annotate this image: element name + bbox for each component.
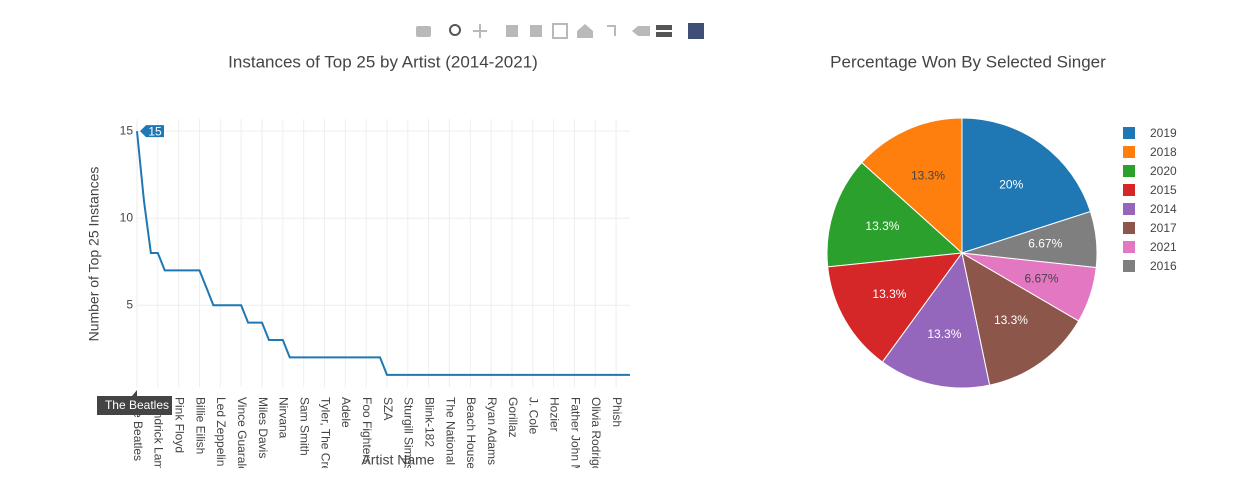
x-tick-label: SZA bbox=[381, 397, 395, 420]
line-chart-title: Instances of Top 25 by Artist (2014-2021… bbox=[228, 52, 538, 71]
x-tick-label: Led Zeppelin bbox=[214, 397, 228, 466]
pie-value-label: 20% bbox=[999, 178, 1023, 192]
pie: 20% 13.3% 13.3% 13.3% 13.3% 13.3% 6.67% 6.67% bbox=[826, 117, 1098, 389]
x-tick-labels: The Beatles Kendrick Lamar Pink Floyd Billi… bbox=[131, 397, 624, 486]
legend-swatch bbox=[1123, 184, 1135, 196]
legend-swatch bbox=[1123, 222, 1135, 234]
x-tick-label: The National bbox=[443, 397, 457, 465]
pie-slice bbox=[861, 117, 963, 255]
pie-slice bbox=[826, 161, 964, 268]
x-tick-label: Sam Smith bbox=[297, 397, 311, 456]
hover-box bbox=[140, 125, 164, 138]
pie-value-label: 13.3% bbox=[911, 169, 945, 183]
legend-label: 2018 bbox=[1150, 145, 1177, 159]
y-tick-label: 15 bbox=[120, 123, 134, 137]
reset-icon[interactable] bbox=[577, 24, 593, 38]
hover-labels: 15 The Beatles bbox=[97, 124, 172, 415]
legend-swatch bbox=[1123, 203, 1135, 215]
legend-swatch bbox=[1123, 165, 1135, 177]
x-tick-label: Sturgill Simpson bbox=[402, 397, 416, 484]
x-tick-label: Miles Davis bbox=[256, 397, 270, 458]
pan-icon[interactable] bbox=[473, 24, 487, 38]
x-tick-label: Beach House bbox=[464, 397, 478, 469]
x-tick-label: Olivia Rodrigo bbox=[589, 397, 603, 473]
pie-slice bbox=[961, 210, 1098, 269]
legend-label: 2020 bbox=[1150, 164, 1177, 178]
x-axis-title: Artist Name bbox=[361, 452, 434, 468]
hover-value: 15 bbox=[148, 124, 162, 138]
y-axis-title: Number of Top 25 Instances bbox=[86, 167, 102, 342]
x-tick-label: Father John Misty bbox=[568, 397, 582, 486]
legend-swatch bbox=[1123, 127, 1135, 139]
y-tick-label: 10 bbox=[120, 210, 134, 224]
legend-swatch bbox=[1123, 146, 1135, 158]
hover-closest-icon[interactable] bbox=[632, 26, 650, 36]
legend-swatch bbox=[1123, 260, 1135, 272]
zoom-out-icon[interactable] bbox=[530, 25, 542, 37]
hover-axis-box bbox=[97, 390, 172, 415]
x-tick-label: Vince Guaraldi bbox=[235, 397, 249, 476]
legend-label: 2014 bbox=[1150, 202, 1177, 216]
plotly-logo[interactable] bbox=[688, 23, 704, 39]
pie-slice bbox=[881, 251, 991, 389]
line bbox=[136, 131, 630, 376]
hover-compare-part bbox=[656, 32, 672, 37]
legend-label: 2019 bbox=[1150, 126, 1177, 140]
zoom-icon[interactable] bbox=[449, 24, 461, 36]
pie-chart-title: Percentage Won By Selected Singer bbox=[830, 52, 1106, 71]
x-tick-label: Billie Eilish bbox=[193, 397, 207, 454]
x-tick-label: Hozier bbox=[547, 397, 561, 432]
x-tick-label: Ryan Adams bbox=[485, 397, 499, 465]
y-tick-label: 5 bbox=[126, 297, 133, 311]
hover-category: The Beatles bbox=[105, 398, 169, 412]
legend: 2019 2018 2020 2015 2014 2017 2021 2016 bbox=[1123, 126, 1177, 273]
legend-swatch bbox=[1123, 241, 1135, 253]
x-tick-label: J. Cole bbox=[527, 397, 541, 435]
x-tick-label: Gorillaz bbox=[506, 397, 520, 438]
zoom-in-icon[interactable] bbox=[506, 25, 518, 37]
hover-compare-icon[interactable] bbox=[656, 25, 672, 30]
legend-label: 2017 bbox=[1150, 221, 1177, 235]
camera-icon[interactable] bbox=[416, 26, 431, 37]
x-tick-label: Pink Floyd bbox=[172, 397, 186, 453]
pie-value-label: 13.3% bbox=[872, 287, 906, 301]
x-tick-label: Tyler, The Creator bbox=[318, 397, 332, 486]
pie-value-label: 13.3% bbox=[865, 219, 899, 233]
pie-value-label: 13.3% bbox=[927, 327, 961, 341]
legend-label: 2016 bbox=[1150, 259, 1177, 273]
toolbar[interactable] bbox=[416, 23, 704, 39]
pie-value-label: 6.67% bbox=[1028, 237, 1062, 251]
x-tick-label: Foo Fighters bbox=[360, 397, 374, 464]
x-tick-label: Adele bbox=[339, 397, 353, 428]
legend-label: 2021 bbox=[1150, 240, 1177, 254]
spike-icon[interactable] bbox=[607, 25, 616, 36]
x-tick-label: Phish bbox=[610, 397, 624, 427]
pie-slice bbox=[827, 252, 964, 363]
pie-slice bbox=[961, 117, 1092, 254]
legend-label: 2015 bbox=[1150, 183, 1177, 197]
pie-slice bbox=[961, 252, 1080, 386]
pie-value-label: 13.3% bbox=[994, 313, 1028, 327]
x-tick-label: Blink-182 bbox=[422, 397, 436, 447]
grid: 5 10 15 bbox=[120, 119, 630, 387]
plot bbox=[136, 131, 630, 376]
pie-value-label: 6.67% bbox=[1025, 271, 1059, 285]
x-tick-label: Nirvana bbox=[277, 397, 291, 439]
autoscale-icon[interactable] bbox=[552, 23, 568, 39]
